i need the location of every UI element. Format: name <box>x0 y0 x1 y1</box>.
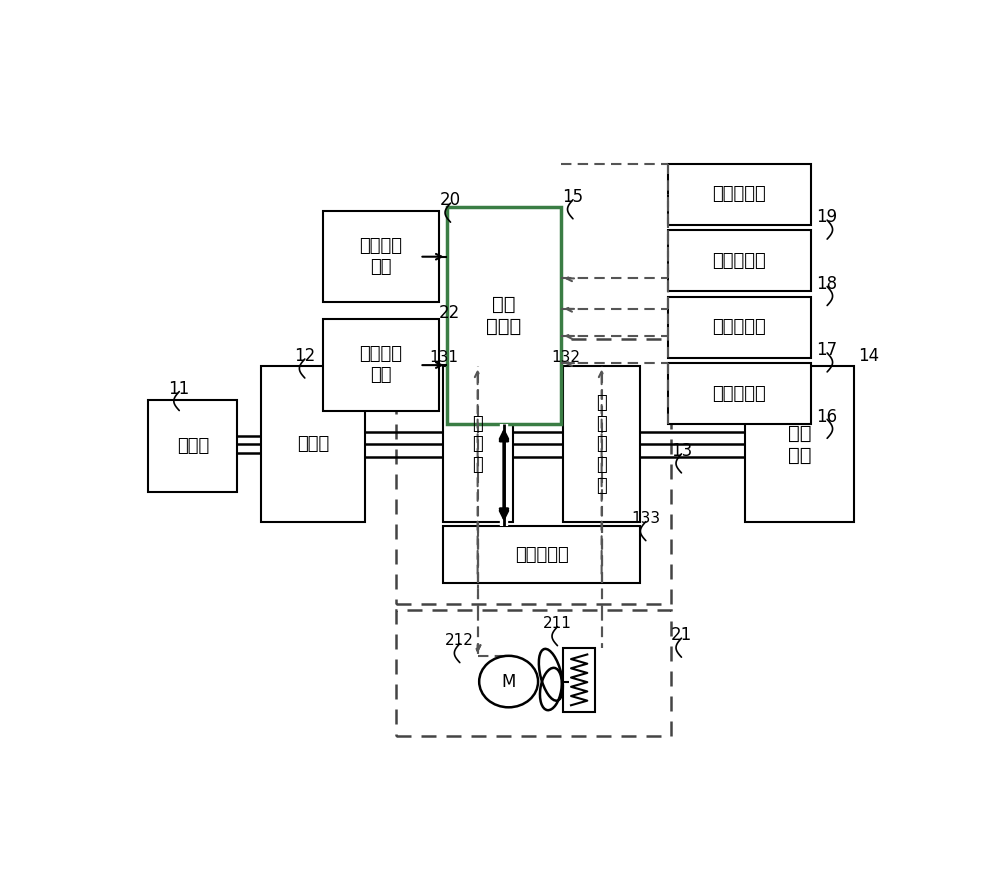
Bar <box>668 164 811 225</box>
Bar <box>745 366 854 523</box>
Text: 19: 19 <box>817 209 838 226</box>
Text: 双
向
变
换
器: 双 向 变 换 器 <box>596 394 607 495</box>
Bar <box>443 366 512 523</box>
Text: 133: 133 <box>631 511 660 526</box>
Text: 11: 11 <box>169 380 190 398</box>
Text: 21: 21 <box>671 627 692 644</box>
Bar <box>668 363 811 424</box>
Text: 速度设定
模块: 速度设定 模块 <box>359 237 402 275</box>
Text: 发电机: 发电机 <box>297 436 329 453</box>
Text: 18: 18 <box>817 275 838 293</box>
Text: 131: 131 <box>430 350 459 365</box>
Text: 212: 212 <box>445 634 474 649</box>
Text: 14: 14 <box>858 348 880 365</box>
Text: 13: 13 <box>671 442 692 460</box>
Text: 发动机: 发动机 <box>177 437 209 455</box>
Text: 15: 15 <box>562 188 584 206</box>
Text: 电动
马达: 电动 马达 <box>788 424 811 465</box>
Bar <box>563 648 595 712</box>
Bar <box>323 210 439 302</box>
Text: 211: 211 <box>543 617 572 632</box>
Bar <box>323 319 439 410</box>
Bar <box>668 231 811 291</box>
Bar <box>396 340 671 604</box>
Text: 角度传感器: 角度传感器 <box>712 186 766 203</box>
Bar <box>443 525 640 583</box>
Text: 整车
控制器: 整车 控制器 <box>486 295 522 336</box>
Text: 驱动控制器: 驱动控制器 <box>515 546 568 563</box>
Text: 加速传感器: 加速传感器 <box>712 319 766 336</box>
Text: 速度传感器: 速度传感器 <box>712 385 766 402</box>
Text: 整
流
器: 整 流 器 <box>472 414 483 474</box>
Bar <box>396 611 671 736</box>
Bar <box>261 366 365 523</box>
Text: 恒速控制
模块: 恒速控制 模块 <box>359 345 402 385</box>
Text: 132: 132 <box>551 350 580 365</box>
Text: M: M <box>501 672 516 691</box>
Text: 16: 16 <box>817 407 838 426</box>
Bar <box>447 207 561 424</box>
Text: 12: 12 <box>294 348 315 365</box>
Bar <box>668 297 811 357</box>
Text: 22: 22 <box>438 304 460 322</box>
Bar <box>148 400 237 492</box>
Text: 17: 17 <box>817 341 838 359</box>
Text: 制动传感器: 制动传感器 <box>712 252 766 270</box>
Bar <box>563 366 640 523</box>
Text: 20: 20 <box>440 192 461 209</box>
